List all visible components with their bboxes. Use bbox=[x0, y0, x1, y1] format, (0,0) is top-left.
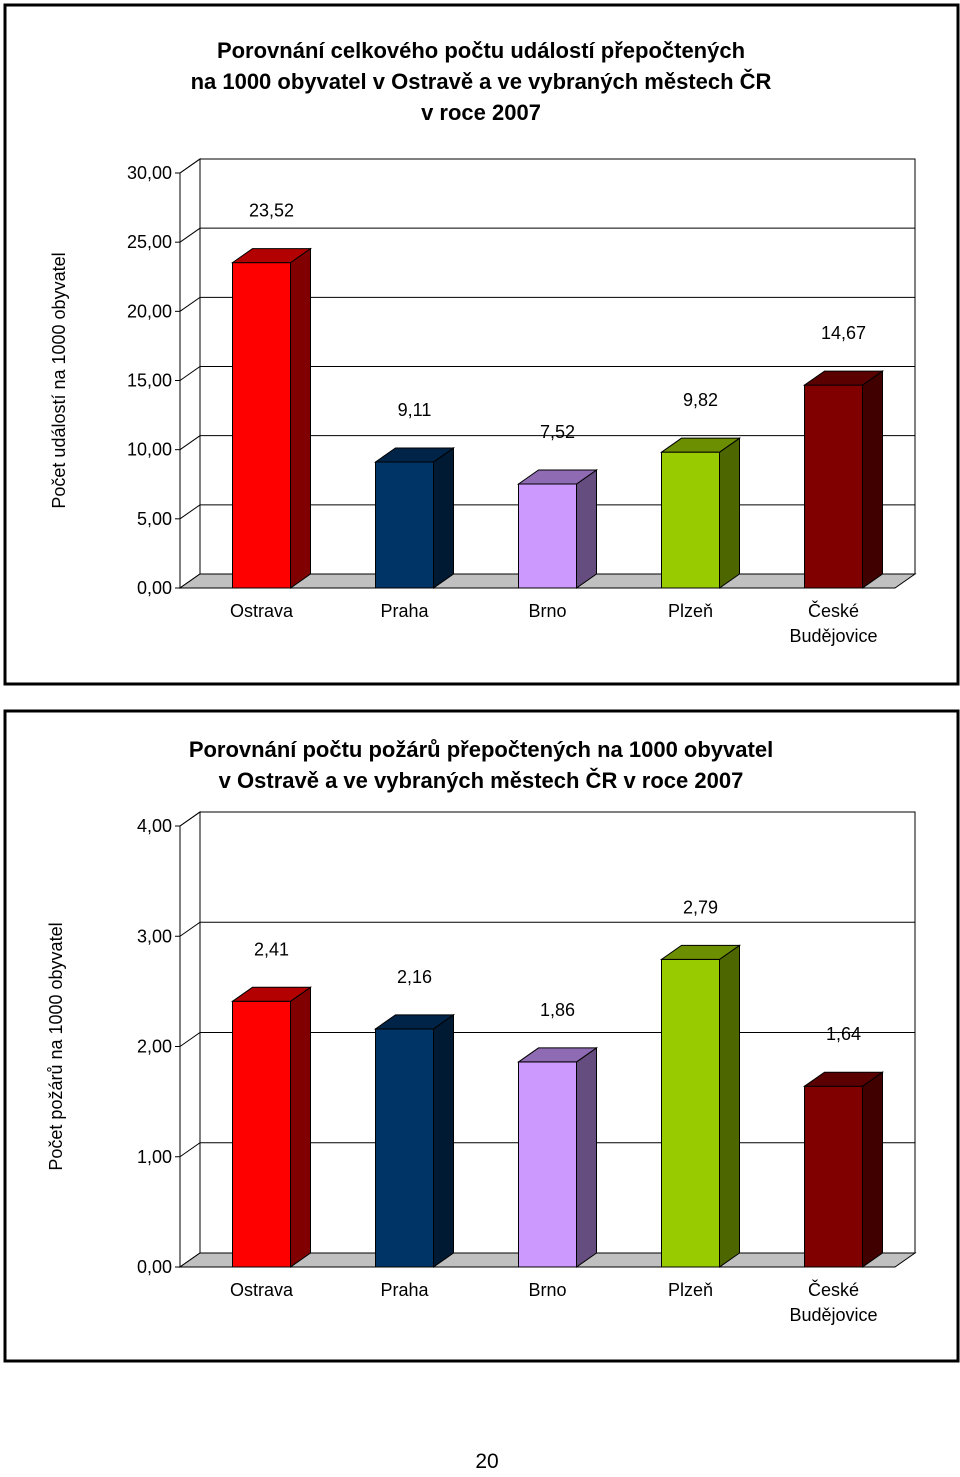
bar bbox=[518, 483, 577, 589]
x-tick-label: Plzeň bbox=[668, 601, 713, 621]
y-tick-label: 3,00 bbox=[137, 926, 172, 946]
bar bbox=[232, 262, 291, 589]
value-label: 1,64 bbox=[826, 1024, 861, 1044]
bar-side bbox=[290, 247, 311, 589]
bar-top bbox=[802, 370, 885, 386]
x-tick-label: Praha bbox=[380, 601, 429, 621]
page-number: 20 bbox=[475, 1450, 498, 1473]
value-label: 23,52 bbox=[249, 201, 294, 221]
y-tick-label: 2,00 bbox=[137, 1037, 172, 1057]
x-tick-label: Plzeň bbox=[668, 1280, 713, 1300]
bar-side bbox=[576, 469, 597, 589]
grid-line bbox=[179, 921, 915, 937]
value-label: 7,52 bbox=[540, 422, 575, 442]
x-tick-label: Praha bbox=[380, 1280, 429, 1300]
chart-title: Porovnání počtu požárů přepočtených na 1… bbox=[189, 737, 773, 762]
bar bbox=[232, 1000, 291, 1268]
bar-top bbox=[659, 944, 742, 960]
x-tick-label: České Budějovice bbox=[789, 600, 877, 646]
y-tick-label: 20,00 bbox=[127, 301, 172, 321]
x-tick-label: Brno bbox=[528, 601, 566, 621]
bar-side bbox=[862, 1071, 883, 1268]
y-tick-label: 15,00 bbox=[127, 371, 172, 391]
bar-top bbox=[230, 986, 313, 1002]
bar-side bbox=[719, 944, 740, 1268]
y-tick-label: 0,00 bbox=[137, 578, 172, 598]
x-tick-label: Ostrava bbox=[230, 1280, 294, 1300]
chart-title: Porovnání celkového počtu událostí přepo… bbox=[217, 38, 745, 63]
y-tick-label: 5,00 bbox=[137, 509, 172, 529]
bar bbox=[375, 1028, 434, 1268]
y-tick-label: 10,00 bbox=[127, 440, 172, 460]
y-tick-label: 30,00 bbox=[127, 163, 172, 183]
bar-top bbox=[516, 1047, 599, 1063]
value-label: 2,16 bbox=[397, 967, 432, 987]
value-label: 1,86 bbox=[540, 1000, 575, 1020]
bar-top bbox=[516, 469, 599, 485]
bar bbox=[375, 461, 434, 589]
bar bbox=[804, 1085, 863, 1268]
bar bbox=[661, 958, 720, 1268]
bar-top bbox=[802, 1071, 885, 1087]
value-label: 2,79 bbox=[683, 897, 718, 917]
bar-top bbox=[373, 1014, 456, 1030]
bar-top bbox=[230, 248, 313, 264]
value-label: 2,41 bbox=[254, 939, 289, 959]
bar-side bbox=[862, 370, 883, 589]
bar-side bbox=[719, 437, 740, 589]
bar-side bbox=[433, 1013, 454, 1268]
value-label: 9,82 bbox=[683, 390, 718, 410]
grid-line bbox=[179, 158, 915, 174]
chart-title: v roce 2007 bbox=[421, 100, 541, 125]
x-tick-label: Ostrava bbox=[230, 601, 294, 621]
y-tick-label: 0,00 bbox=[137, 1257, 172, 1277]
y-tick-label: 4,00 bbox=[137, 816, 172, 836]
grid-line bbox=[179, 227, 915, 243]
bar-top bbox=[373, 447, 456, 463]
y-axis-label: Počet událostí na 1000 obyvatel bbox=[49, 252, 69, 508]
value-label: 14,67 bbox=[821, 323, 866, 343]
bar-side bbox=[290, 986, 311, 1268]
grid-line bbox=[179, 366, 915, 381]
bar-side bbox=[433, 447, 454, 589]
y-tick-label: 25,00 bbox=[127, 232, 172, 252]
bar bbox=[518, 1061, 577, 1268]
value-label: 9,11 bbox=[398, 400, 432, 420]
bar bbox=[804, 384, 863, 589]
y-tick-label: 1,00 bbox=[137, 1147, 172, 1167]
bar-side bbox=[576, 1046, 597, 1268]
grid-line bbox=[179, 435, 915, 451]
bar bbox=[661, 451, 720, 589]
grid-line bbox=[179, 811, 915, 827]
x-tick-label: České Budějovice bbox=[789, 1279, 877, 1325]
grid-line bbox=[179, 296, 915, 312]
x-tick-label: Brno bbox=[528, 1280, 566, 1300]
bar-top bbox=[659, 437, 742, 453]
y-axis-label: Počet požárů na 1000 obyvatel bbox=[46, 922, 66, 1170]
chart-title: v Ostravě a ve vybraných městech ČR v ro… bbox=[219, 768, 744, 793]
chart-title: na 1000 obyvatel v Ostravě a ve vybranýc… bbox=[191, 69, 772, 94]
